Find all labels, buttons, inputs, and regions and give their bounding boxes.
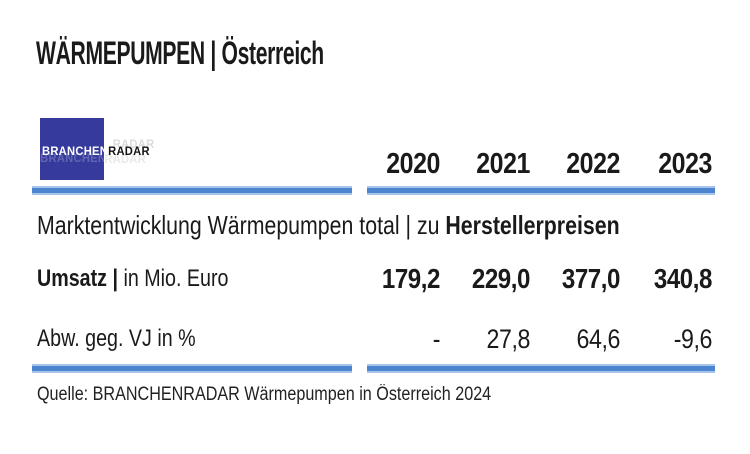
row-label-abweichung-text: Abw. geg. VJ in % — [37, 325, 196, 352]
header-rule-right-segment — [367, 186, 715, 195]
section-title: Marktentwicklung Wärmepumpen total | zu … — [37, 212, 620, 238]
footer-rule-left-segment — [32, 364, 352, 373]
source-note: Quelle: BRANCHENRADAR Wärmepumpen in Öst… — [37, 384, 492, 405]
year-header-2023: 2023 — [658, 148, 712, 180]
footer-rule-right-segment — [367, 364, 715, 373]
row-label-umsatz-unit: in Mio. Euro — [123, 265, 229, 292]
umsatz-value-2022: 377,0 — [561, 263, 621, 294]
year-header-2022: 2022 — [566, 148, 620, 180]
year-header-2021: 2021 — [476, 148, 530, 180]
page-title: WÄRMEPUMPEN | Österreich — [36, 35, 324, 71]
table-row-umsatz-values: 179,2 229,0 377,0 340,8 — [350, 263, 713, 294]
umsatz-value-2020: 179,2 — [381, 263, 441, 294]
umsatz-value-2023: 340,8 — [653, 263, 713, 294]
section-title-bold: Herstellerpreisen — [445, 210, 620, 240]
branchenradar-logo: BRANCHENRADAR — [40, 118, 150, 180]
abweichung-value-2020: - — [432, 324, 441, 354]
row-label-umsatz-bold: Umsatz | — [37, 265, 124, 292]
row-label-abweichung: Abw. geg. VJ in % — [37, 327, 196, 351]
abweichung-value-2023: -9,6 — [673, 324, 713, 354]
section-title-regular: Marktentwicklung Wärmepumpen total | zu — [37, 210, 446, 240]
branchenradar-logo-text: BRANCHENRADAR — [42, 145, 150, 157]
year-header-2020: 2020 — [386, 148, 440, 180]
umsatz-value-2021: 229,0 — [471, 263, 531, 294]
table-row-abweichung-values: - 27,8 64,6 -9,6 — [350, 324, 713, 354]
year-header-row: 2020 2021 2022 2023 — [350, 150, 712, 179]
abweichung-value-2021: 27,8 — [486, 324, 531, 354]
header-rule-left-segment — [32, 186, 352, 195]
row-label-umsatz: Umsatz | in Mio. Euro — [37, 267, 228, 291]
abweichung-value-2022: 64,6 — [576, 324, 621, 354]
logo-text-radar: RADAR — [108, 144, 150, 158]
logo-text-branchen: BRANCHEN — [42, 144, 109, 158]
